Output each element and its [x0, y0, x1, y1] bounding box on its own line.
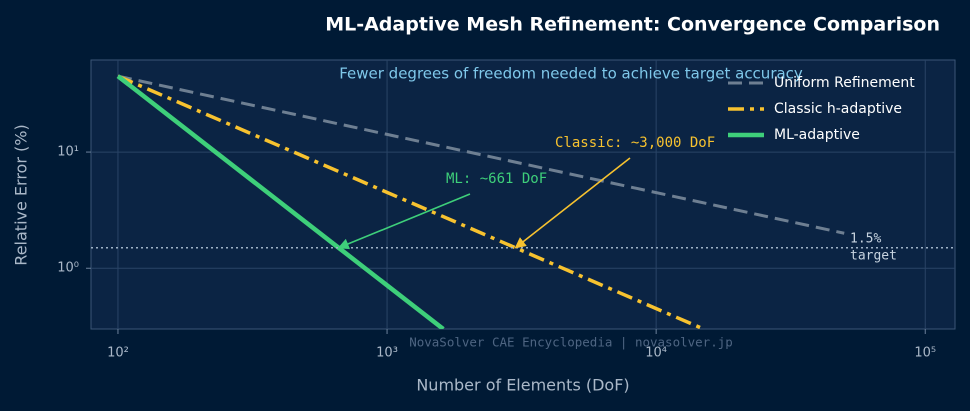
- legend-label: Uniform Refinement: [774, 75, 915, 91]
- y-axis-label: Relative Error (%): [12, 124, 31, 265]
- annotation-arrow: [337, 193, 471, 250]
- x-tick-label: 10³: [376, 346, 398, 361]
- subtitle: Fewer degrees of freedom needed to achie…: [339, 65, 803, 83]
- series-line: [117, 74, 705, 329]
- chart-title: ML-Adaptive Mesh Refinement: Convergence…: [325, 14, 940, 36]
- x-tick-label: 10⁴: [645, 346, 667, 361]
- legend-label: ML-adaptive: [774, 127, 860, 143]
- annotations: 1.5% target ML: ~661 DoF Classic: ~3,000 Do…: [337, 135, 897, 264]
- annotation-label: Classic: ~3,000 DoF: [555, 135, 715, 151]
- legend: Uniform Refinement Classic h-adaptive ML-a…: [728, 75, 915, 143]
- watermark: NovaSolver CAE Encyclopedia | novasolver…: [409, 335, 733, 350]
- target-label: target: [850, 249, 897, 264]
- plot-area: [90, 59, 956, 330]
- x-tick-label: 10²: [107, 346, 129, 361]
- target-label: 1.5%: [850, 232, 881, 247]
- x-tick-label: 10⁵: [914, 346, 936, 361]
- x-axis-label: Number of Elements (DoF): [416, 376, 629, 395]
- series-line: [117, 74, 845, 235]
- legend-label: Classic h-adaptive: [774, 101, 902, 117]
- y-tick-label: 10⁰: [57, 261, 79, 276]
- annotation-arrow: [514, 157, 631, 249]
- annotation-label: ML: ~661 DoF: [446, 171, 547, 187]
- y-tick-label: 10¹: [57, 145, 79, 160]
- grid: 10² 10³ 10⁴ 10⁵ 10⁰ 10¹: [57, 60, 955, 361]
